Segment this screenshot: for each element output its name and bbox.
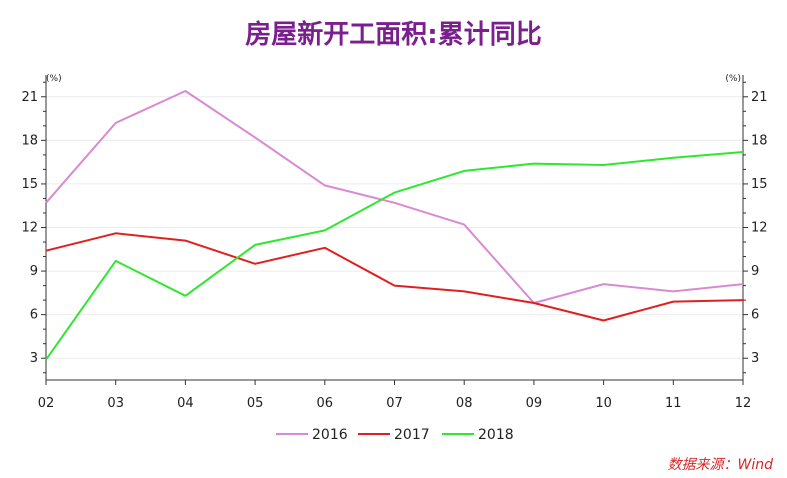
y-tick-label-right: 21 [751, 90, 768, 105]
legend-label-2017: 2017 [394, 427, 430, 443]
x-tick-label: 12 [735, 396, 752, 411]
y-tick-label-left: 18 [21, 133, 38, 148]
legend: 2016 2017 2018 [276, 427, 514, 443]
x-tick-label: 03 [107, 396, 124, 411]
y-tick-label-right: 3 [751, 351, 759, 366]
x-tick-label: 06 [317, 396, 334, 411]
series-lines [45, 90, 744, 361]
y-tick-label-left: 9 [30, 264, 38, 279]
x-tick-label: 04 [177, 396, 194, 411]
y-tick-label-left: 12 [21, 221, 38, 236]
y-tick-label-right: 12 [751, 221, 768, 236]
y-tick-label-right: 18 [751, 133, 768, 148]
series-line-2018 [45, 151, 744, 361]
y-tick-label-right: 6 [751, 308, 759, 323]
y-unit-right: (%) [725, 74, 741, 84]
x-tick-label: 11 [665, 396, 682, 411]
grid-lines [46, 96, 743, 359]
y-tick-label-left: 3 [30, 351, 38, 366]
y-tick-label-left: 15 [21, 177, 38, 192]
axes [41, 75, 748, 385]
data-source: 数据来源：Wind [667, 457, 774, 473]
x-tick-label: 02 [38, 396, 55, 411]
x-tick-label: 09 [526, 396, 543, 411]
y-unit-left: (%) [46, 74, 62, 84]
y-tick-label-right: 15 [751, 177, 768, 192]
legend-label-2016: 2016 [312, 427, 348, 443]
y-tick-label-left: 21 [21, 90, 38, 105]
series-line-2017 [45, 232, 744, 322]
series-line-2016 [45, 90, 744, 304]
tick-labels: 3 3 6 6 9 9 12 12 15 15 18 18 21 21 (%) (%) 02 03 04 05 06 07… [21, 74, 767, 411]
x-tick-label: 05 [247, 396, 264, 411]
y-tick-label-left: 6 [30, 308, 38, 323]
chart-title: 房屋新开工面积:累计同比 [245, 20, 542, 50]
x-tick-label: 07 [386, 396, 403, 411]
x-tick-label: 10 [595, 396, 612, 411]
y-tick-label-right: 9 [751, 264, 759, 279]
x-tick-label: 08 [456, 396, 473, 411]
legend-label-2018: 2018 [478, 427, 514, 443]
